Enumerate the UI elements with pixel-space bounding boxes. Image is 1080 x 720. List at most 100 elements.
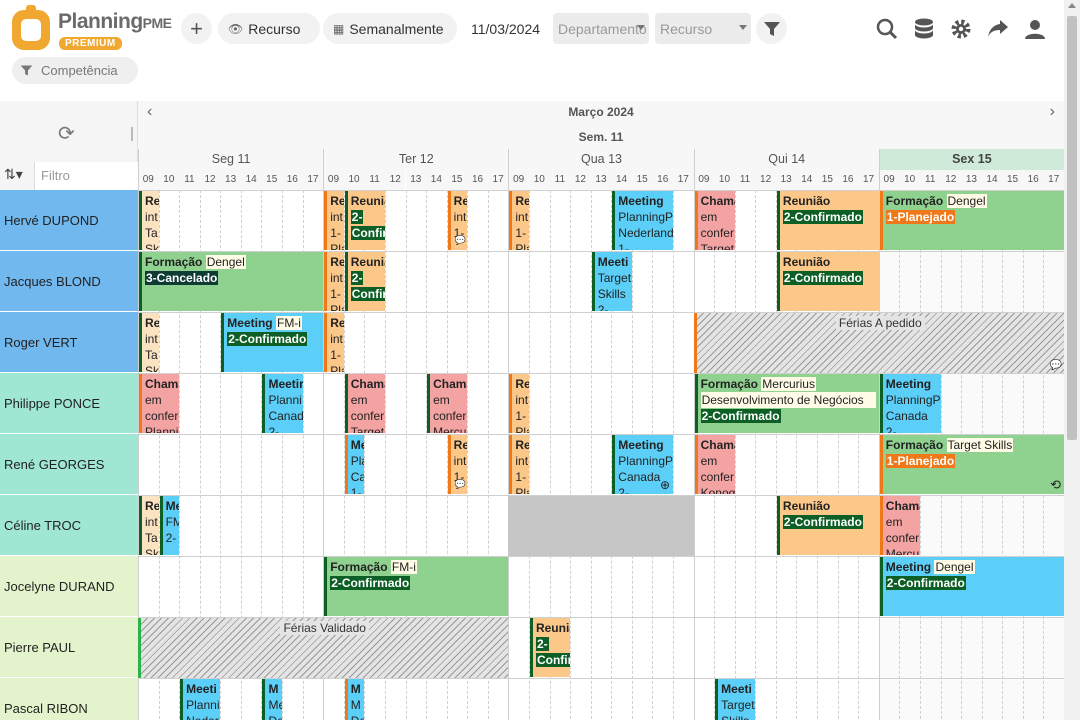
planningpme-logo[interactable]: PlanningPME PREMIUM <box>12 5 172 52</box>
task-block[interactable]: Chama em confer Konog <box>694 435 735 494</box>
hour-label: 16 <box>282 170 303 190</box>
day-header[interactable]: Qui 14 <box>693 149 879 170</box>
resource-filter-input[interactable]: Filtro <box>34 162 138 190</box>
calendar-icon: ▦ <box>333 21 345 36</box>
resource-name[interactable]: Céline TROC <box>0 495 138 556</box>
day-header[interactable]: Seg 11 <box>138 149 324 170</box>
task-block[interactable]: Formação Mercurius Desenvolvimento de Neg… <box>694 374 879 433</box>
task-line: Pla <box>515 425 529 433</box>
task-block[interactable]: Reunião 2-Confirmado <box>776 252 879 311</box>
task-block[interactable]: Formação Dengel 1-Planejado <box>879 191 1064 250</box>
task-block[interactable]: Reunião 2-Confirmado <box>776 496 879 555</box>
task-title: Me <box>350 438 365 452</box>
task-block[interactable]: Meeting Dengel 2-Confirmado <box>879 557 1064 616</box>
share-button[interactable] <box>982 13 1013 44</box>
scrollbar-thumb[interactable] <box>1067 16 1077 440</box>
task-status-line: 2-Confirmado <box>227 331 320 347</box>
grid-line <box>158 190 160 720</box>
filter-button[interactable] <box>756 13 787 44</box>
search-button[interactable] <box>871 13 902 44</box>
task-block[interactable]: Re int 1-💬 <box>447 191 468 250</box>
task-block[interactable]: Re int 1- Pla <box>509 374 529 433</box>
task-block[interactable]: M MeDe <box>262 679 283 720</box>
competence-filter[interactable]: Competência <box>12 57 138 84</box>
chevron-right-icon[interactable]: › <box>1049 103 1055 120</box>
task-block[interactable]: Me FM 2- <box>159 496 180 555</box>
scroll-up-icon[interactable] <box>1068 3 1076 8</box>
task-line: 1- <box>453 226 465 240</box>
resource-select[interactable]: Recurso <box>655 13 751 44</box>
task-block[interactable]: Meeting PlanningP Nederland 1- <box>612 191 673 250</box>
add-button[interactable]: + <box>181 13 212 44</box>
task-block[interactable]: Re int 1- Pla <box>324 313 344 372</box>
task-block[interactable]: Meeti PlanniNeder <box>180 679 221 720</box>
hour-label: 16 <box>467 170 488 190</box>
task-block[interactable]: Formação FM-i 2-Confirmado <box>324 557 509 616</box>
task-block[interactable]: Re int 1- Pla <box>324 191 344 250</box>
sort-icon[interactable]: ⇅▾ <box>4 166 23 182</box>
resource-name[interactable]: Roger VERT <box>0 312 138 373</box>
task-block[interactable]: Reuniã 2- Confir <box>529 618 571 677</box>
resource-name[interactable]: Jocelyne DURAND <box>0 556 138 617</box>
refresh-icon[interactable]: ⟳ <box>58 123 75 145</box>
grid-line <box>220 190 222 720</box>
day-header[interactable]: Qua 13 <box>508 149 694 170</box>
task-block[interactable]: Reunião 2-Confirmado <box>776 191 879 250</box>
task-block[interactable]: Meeti Target Skills 2- <box>591 252 632 311</box>
grid-line <box>734 190 736 720</box>
task-title-line: Formação Target Skills <box>886 437 1061 453</box>
absence-block[interactable]: Férias A pedido 💬 <box>693 313 1064 373</box>
day-header[interactable]: Sex 15 <box>878 149 1064 170</box>
task-block[interactable]: MMDe <box>344 679 365 720</box>
task-block[interactable]: Re int 1-💬 <box>447 435 468 494</box>
task-block[interactable]: Chama em confer Target <box>344 374 385 433</box>
absence-label: Férias A pedido <box>835 316 925 330</box>
department-select[interactable]: Departamento <box>553 13 649 44</box>
task-block[interactable]: Formação Target Skills 1-Planejado ⟲ <box>879 435 1064 494</box>
task-block[interactable]: Re int 1- Pla <box>509 435 529 494</box>
task-block[interactable]: Re int 1- Pla <box>509 191 529 250</box>
task-block[interactable]: Chama em confer Planni <box>139 374 180 433</box>
task-block[interactable]: Meeting PlanningP Canada 2- ⊕ <box>612 435 673 494</box>
day-header[interactable]: Ter 12 <box>323 149 509 170</box>
chevron-left-icon[interactable]: ‹ <box>147 103 153 120</box>
task-status: Confirm <box>350 226 385 240</box>
task-block[interactable]: Re int Ta Sk <box>139 191 159 250</box>
task-line: Ta <box>145 226 158 240</box>
task-title: Me <box>165 499 180 513</box>
task-block[interactable]: Meeting PlanningP Canada 2- <box>879 374 941 433</box>
period-selector[interactable]: ▦ Semanalmente <box>323 13 457 44</box>
hour-label: 10 <box>158 170 180 190</box>
plus-circle-icon[interactable]: ⊕ <box>659 478 670 492</box>
task-line: int <box>145 332 158 346</box>
task-block[interactable]: Chama em confer Mercu <box>427 374 468 433</box>
resize-handle[interactable] <box>131 127 133 141</box>
task-block[interactable]: Re int Ta Sk <box>139 313 159 372</box>
resource-name[interactable]: Pierre PAUL <box>0 617 138 678</box>
view-selector[interactable]: 👁 Recurso <box>218 13 320 44</box>
resource-name[interactable]: Philippe PONCE <box>0 373 138 434</box>
task-block[interactable]: Reuniã 2- Confirm <box>344 191 385 250</box>
vertical-scrollbar[interactable] <box>1064 0 1080 720</box>
task-block[interactable]: Chama em confer Mercu <box>879 496 920 555</box>
settings-button[interactable] <box>945 13 976 44</box>
resource-name[interactable]: Jacques BLOND <box>0 251 138 312</box>
task-block[interactable]: Re int 1- Pla <box>324 252 344 311</box>
task-line: int <box>515 210 529 224</box>
date-input[interactable]: 11/03/2024 <box>461 13 550 44</box>
task-block[interactable]: Reuniã 2- Confirm <box>344 252 385 311</box>
task-block[interactable]: Re int Ta Sk <box>139 496 159 555</box>
task-block[interactable]: Meeting FM-i 2-Confirmado <box>221 313 324 372</box>
task-block[interactable]: Me Pla Ca 1- <box>344 435 365 494</box>
user-button[interactable] <box>1019 13 1050 44</box>
database-button[interactable] <box>908 13 939 44</box>
resource-name[interactable]: René GEORGES <box>0 434 138 495</box>
task-block[interactable]: Formação Dengel 3-Cancelado <box>139 252 324 311</box>
resource-name[interactable]: Pascal RIBON <box>0 678 138 720</box>
task-block[interactable]: Chama em confer Target <box>694 191 735 250</box>
resource-name[interactable]: Hervé DUPOND <box>0 190 138 251</box>
task-block[interactable]: Meetir Planni Canad 2- <box>262 374 303 433</box>
absence-block[interactable]: Férias Validado <box>138 618 509 678</box>
grid-line <box>590 190 592 720</box>
